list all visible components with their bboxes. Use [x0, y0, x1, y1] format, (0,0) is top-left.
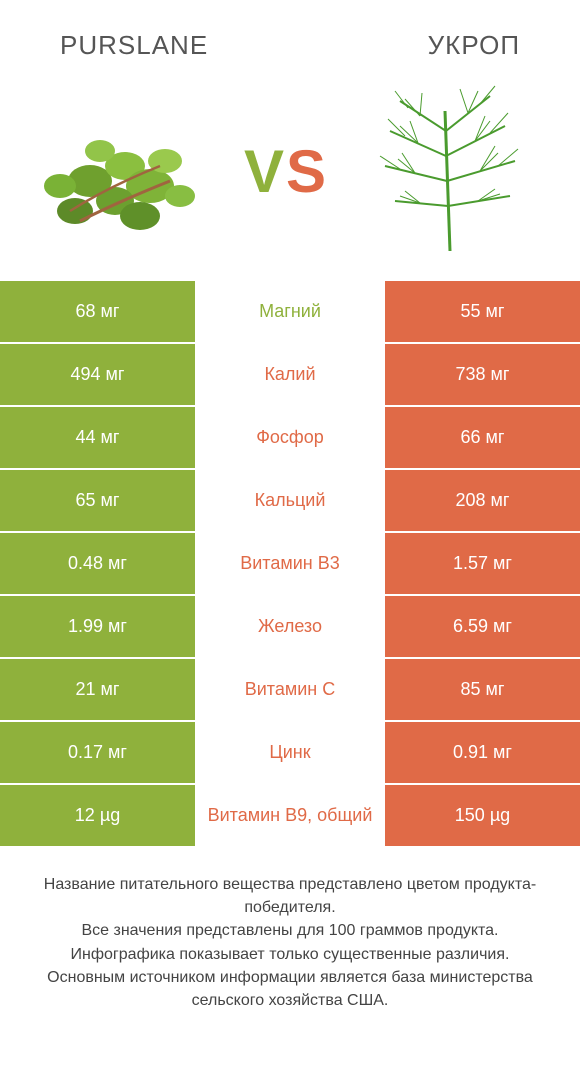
left-value: 0.17 мг [0, 722, 195, 783]
right-value: 55 мг [385, 281, 580, 342]
nutrient-table: 68 мгМагний55 мг494 мгКалий738 мг44 мгФо… [0, 281, 580, 848]
right-value: 1.57 мг [385, 533, 580, 594]
left-value: 0.48 мг [0, 533, 195, 594]
right-value: 6.59 мг [385, 596, 580, 657]
nutrient-row: 12 µgВитамин B9, общий150 µg [0, 785, 580, 848]
nutrient-label: Железо [195, 596, 385, 657]
nutrient-row: 21 мгВитамин C85 мг [0, 659, 580, 722]
nutrient-label: Витамин C [195, 659, 385, 720]
right-food-title: УКРОП [428, 30, 520, 61]
footer-line: Название питательного вещества представл… [30, 873, 550, 919]
purslane-image [20, 81, 230, 261]
footer-line: Инфографика показывает только существенн… [30, 943, 550, 966]
right-value: 150 µg [385, 785, 580, 846]
header: PURSLANE УКРОП [0, 0, 580, 71]
vs-v-letter: V [244, 137, 284, 206]
nutrient-label: Цинк [195, 722, 385, 783]
nutrient-row: 0.48 мгВитамин B31.57 мг [0, 533, 580, 596]
images-row: VS [0, 71, 580, 281]
nutrient-label: Фосфор [195, 407, 385, 468]
left-value: 65 мг [0, 470, 195, 531]
footer-line: Все значения представлены для 100 граммо… [30, 919, 550, 942]
left-value: 44 мг [0, 407, 195, 468]
left-value: 494 мг [0, 344, 195, 405]
footer-line: Основным источником информации является … [30, 966, 550, 1012]
vs-badge: VS [244, 137, 326, 206]
nutrient-row: 65 мгКальций208 мг [0, 470, 580, 533]
nutrient-row: 1.99 мгЖелезо6.59 мг [0, 596, 580, 659]
nutrient-row: 44 мгФосфор66 мг [0, 407, 580, 470]
dill-image [340, 81, 550, 261]
nutrient-row: 68 мгМагний55 мг [0, 281, 580, 344]
right-value: 208 мг [385, 470, 580, 531]
vs-s-letter: S [286, 137, 326, 206]
nutrient-label: Кальций [195, 470, 385, 531]
nutrient-label: Магний [195, 281, 385, 342]
left-value: 1.99 мг [0, 596, 195, 657]
right-value: 66 мг [385, 407, 580, 468]
left-food-title: PURSLANE [60, 30, 208, 61]
left-value: 21 мг [0, 659, 195, 720]
nutrient-label: Витамин B3 [195, 533, 385, 594]
nutrient-row: 0.17 мгЦинк0.91 мг [0, 722, 580, 785]
nutrient-row: 494 мгКалий738 мг [0, 344, 580, 407]
right-value: 738 мг [385, 344, 580, 405]
right-value: 85 мг [385, 659, 580, 720]
left-value: 68 мг [0, 281, 195, 342]
nutrient-label: Калий [195, 344, 385, 405]
footer-notes: Название питательного вещества представл… [0, 848, 580, 1012]
left-value: 12 µg [0, 785, 195, 846]
nutrient-label: Витамин B9, общий [195, 785, 385, 846]
right-value: 0.91 мг [385, 722, 580, 783]
